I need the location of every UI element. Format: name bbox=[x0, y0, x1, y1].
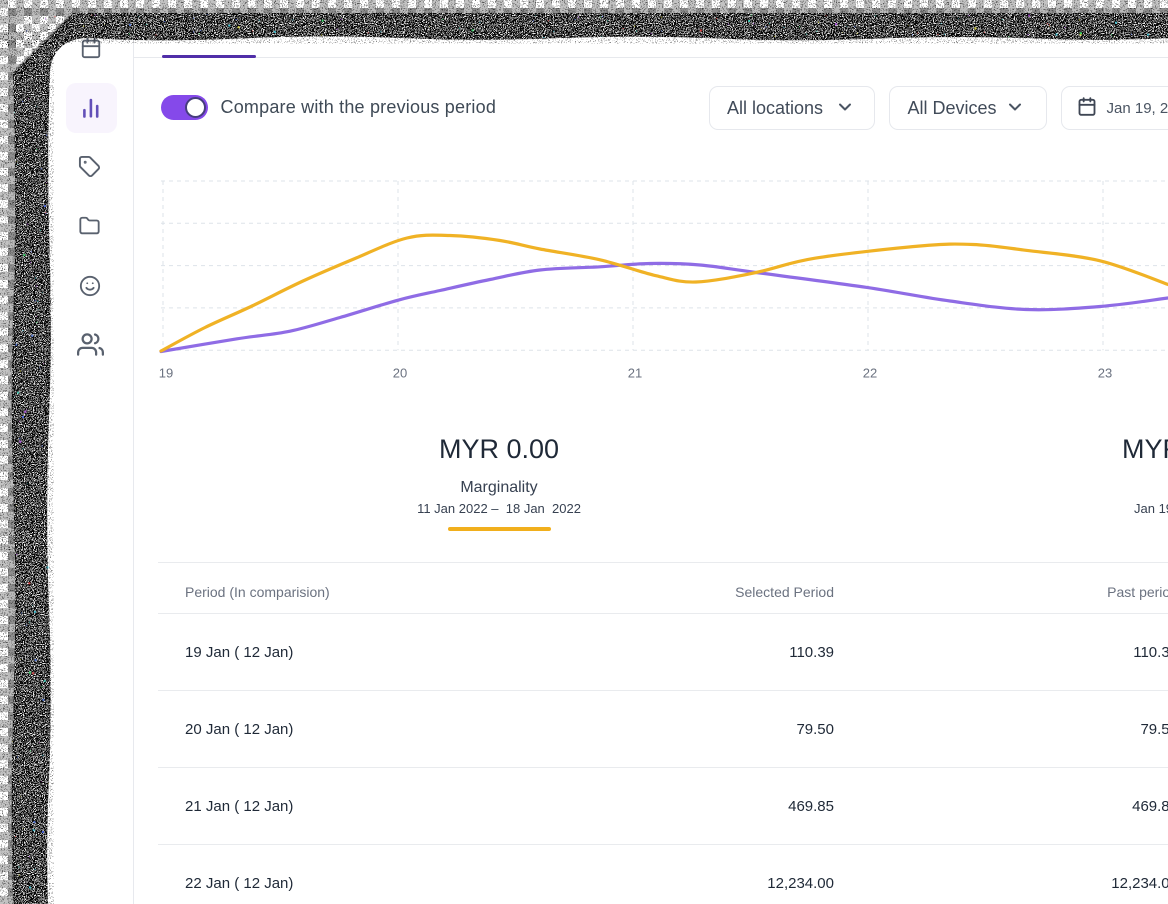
svg-text:20: 20 bbox=[393, 366, 407, 381]
svg-text:19: 19 bbox=[159, 366, 173, 381]
svg-text:23: 23 bbox=[1098, 366, 1112, 381]
svg-text:22: 22 bbox=[863, 366, 877, 381]
svg-text:21: 21 bbox=[628, 366, 642, 381]
